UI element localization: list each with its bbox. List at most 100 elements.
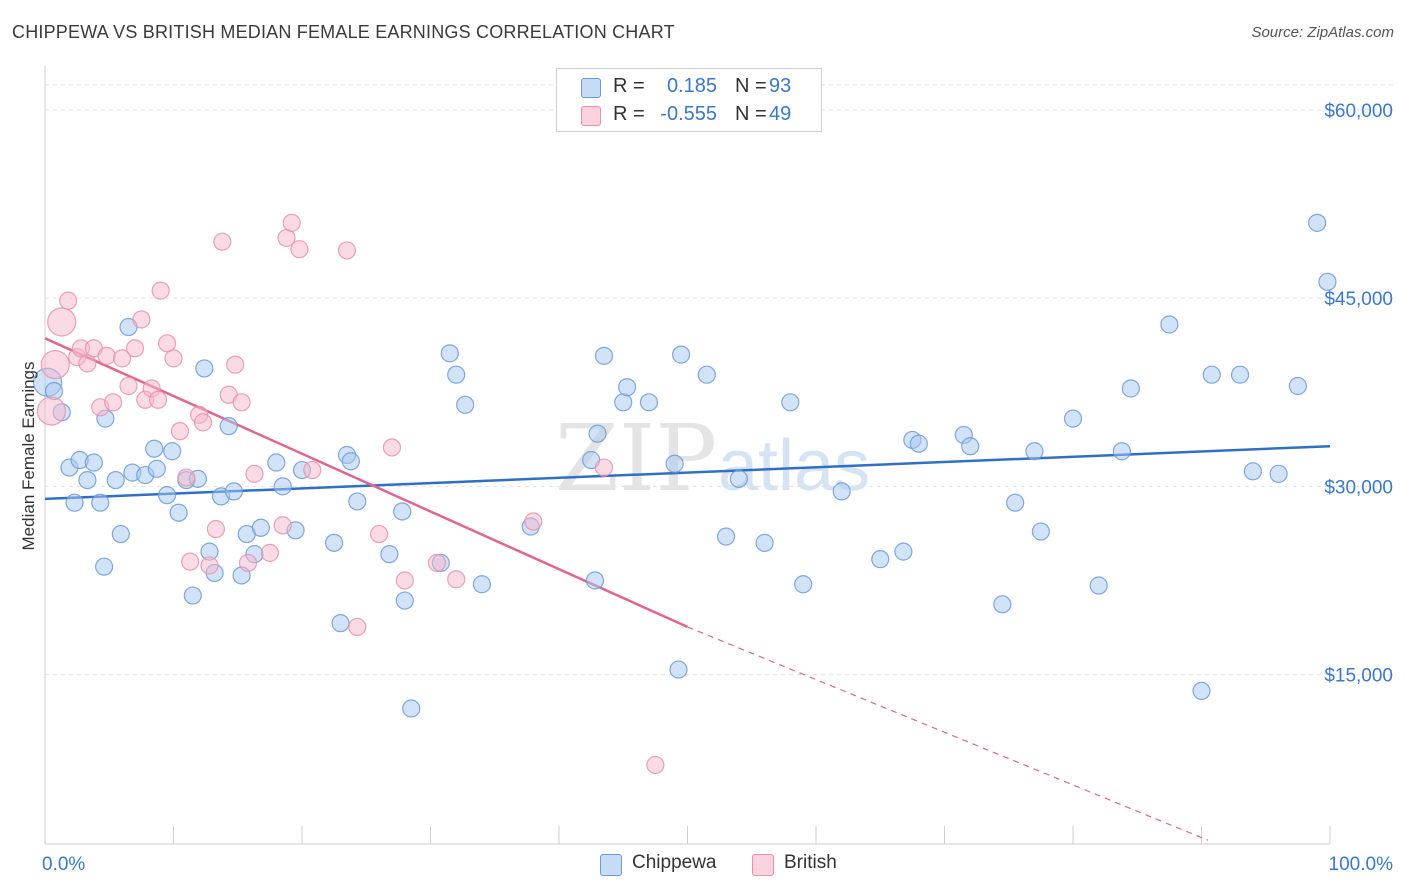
british-point	[97, 346, 116, 365]
british-point	[112, 349, 132, 368]
british-point	[646, 755, 665, 775]
british-point	[348, 617, 367, 637]
british-point	[177, 468, 196, 487]
chippewa-point	[1243, 462, 1263, 481]
y-tick-label: $15,000	[1324, 666, 1393, 687]
chippewa-point	[157, 486, 177, 505]
british-point	[40, 350, 70, 380]
chippewa-point	[665, 454, 684, 473]
chippewa-point	[169, 503, 188, 522]
chippewa-point	[395, 591, 414, 610]
british-point	[36, 396, 67, 426]
chippewa-point	[716, 527, 736, 546]
chippewa-point	[267, 453, 286, 472]
british-point	[119, 376, 138, 396]
tick-labels: $15,000 $30,000 $45,000 $60,000 0.0% 100.0%	[42, 101, 1393, 875]
chippewa-point	[84, 453, 103, 472]
british-point	[181, 552, 200, 571]
chippewa-point	[832, 482, 851, 501]
chippewa-point	[669, 660, 688, 679]
x-tick-label-max: 100.0%	[1329, 854, 1394, 875]
chippewa-point	[251, 518, 270, 537]
chippewa-point	[894, 542, 913, 561]
chippewa-point	[614, 393, 633, 412]
y-tick-label: $30,000	[1324, 477, 1393, 498]
british-point	[260, 543, 279, 562]
british-point	[524, 512, 543, 531]
axes	[44, 66, 1331, 845]
legend-swatch-british	[581, 106, 601, 126]
chippewa-point	[909, 434, 928, 453]
legend-n-value: 93	[769, 75, 792, 97]
british-point	[290, 240, 309, 259]
british-point	[132, 310, 151, 329]
x-tick-label-min: 0.0%	[42, 854, 85, 875]
gridlines	[45, 84, 1395, 676]
british-point	[395, 571, 414, 590]
british-point	[232, 393, 251, 412]
british-point	[164, 349, 183, 368]
british-point	[78, 354, 97, 373]
chippewa-point	[1025, 442, 1044, 461]
chippewa-point	[331, 614, 350, 633]
chippewa-point	[755, 533, 774, 552]
british-point	[206, 519, 226, 539]
chippewa-point	[447, 365, 466, 384]
british-trend-line-extension	[687, 626, 1209, 841]
chippewa-point	[594, 346, 614, 365]
zipatlas-watermark: ZIP atlas	[555, 405, 870, 512]
chippewa-point	[348, 492, 367, 511]
legend-row-chippewa: R = 0.185 N = 93	[557, 73, 821, 101]
chippewa-point	[1006, 493, 1025, 512]
chippewa-point	[1192, 681, 1211, 701]
chippewa-point	[639, 393, 659, 412]
british-point	[213, 232, 232, 251]
chippewa-point	[380, 545, 399, 564]
chippewa-point	[871, 550, 890, 569]
chippewa-point	[1160, 315, 1179, 334]
chippewa-point	[91, 493, 110, 512]
data-points	[32, 213, 1337, 775]
watermark-zip: ZIP	[555, 405, 717, 512]
chippewa-point	[697, 365, 716, 384]
chippewa-point	[219, 417, 238, 436]
british-point	[382, 438, 402, 457]
british-point	[427, 553, 447, 573]
british-point	[594, 458, 614, 477]
british-point	[170, 422, 190, 441]
british-point	[200, 556, 219, 575]
british-point	[447, 570, 466, 589]
y-tick-label: $45,000	[1324, 289, 1393, 310]
chippewa-point	[794, 575, 813, 594]
british-point	[226, 355, 245, 374]
british-point	[148, 390, 168, 409]
chippewa-point	[1121, 379, 1140, 398]
british-point	[151, 281, 170, 300]
chippewa-point	[341, 452, 360, 471]
british-point	[47, 307, 77, 337]
legend-r-label: R =	[613, 103, 645, 125]
legend-r-label: R =	[613, 75, 645, 97]
legend-row-british: R = -0.555 N = 49	[557, 101, 821, 129]
bottom-legend-swatch-british	[752, 854, 774, 876]
chippewa-point	[111, 524, 130, 544]
bottom-legend-swatch-chippewa	[600, 854, 622, 876]
chippewa-point	[729, 469, 749, 488]
chippewa-point	[472, 575, 491, 594]
chippewa-point	[456, 395, 475, 414]
chippewa-point	[993, 595, 1012, 614]
chippewa-point	[1112, 442, 1131, 461]
chippewa-point	[588, 424, 607, 443]
chippewa-point	[1318, 272, 1337, 291]
chippewa-point	[1288, 376, 1307, 396]
legend-n-label: N =	[735, 75, 767, 97]
chippewa-point	[393, 502, 412, 521]
chippewa-point	[224, 482, 243, 501]
legend-r-value: 0.185	[666, 75, 717, 97]
chippewa-point	[78, 470, 97, 490]
chippewa-point	[163, 442, 182, 461]
chippewa-point	[1063, 409, 1083, 428]
british-point	[337, 241, 357, 260]
chippewa-point	[402, 699, 421, 718]
legend-swatch-chippewa	[581, 78, 601, 98]
